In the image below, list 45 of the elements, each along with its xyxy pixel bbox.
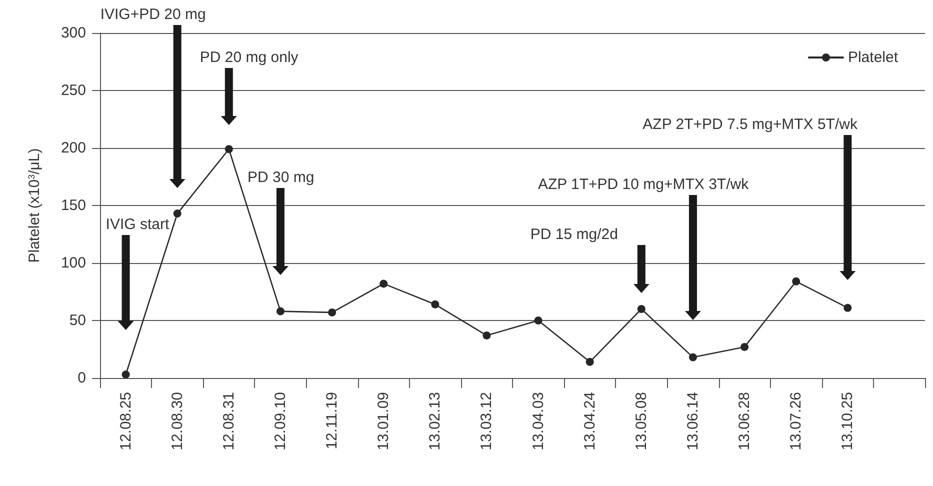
y-tick-label: 150 (60, 197, 86, 214)
y-tick-label: 0 (78, 370, 86, 386)
y-tick-label: 300 (60, 24, 86, 42)
x-tick-label: 13.03.12 (478, 392, 496, 450)
point (688, 353, 697, 362)
x-tick-label: 13.01.09 (375, 392, 392, 450)
annotation: AZP 1T+PD 10 mg+MTX 3T/wk (538, 176, 750, 193)
annotation: PD 20 mg only (200, 49, 299, 66)
y-tick-label: 50 (69, 312, 86, 329)
x-tick-label: 12.08.31 (220, 392, 238, 450)
x-tick-label: 13.06.28 (736, 392, 754, 450)
point (173, 210, 182, 218)
x-tick-label: 12.08.30 (168, 392, 186, 450)
point (586, 358, 594, 366)
point (224, 145, 233, 154)
y-axis-title: Platelet (x103/μL) (26, 148, 43, 263)
point (792, 277, 800, 286)
annotation: PD 15 mg/2d (530, 226, 618, 243)
annotation: IVIG start (106, 216, 170, 233)
point (276, 307, 284, 316)
x-tick-label: 13.07.26 (788, 392, 805, 450)
x-tick-label: 13.02.13 (426, 392, 444, 450)
annotation: PD 30 mg (247, 169, 314, 186)
y-tick-label: 250 (60, 82, 86, 99)
x-tick-label: 13.06.14 (684, 392, 702, 450)
y-tick-label: 200 (60, 140, 86, 156)
point (844, 304, 852, 312)
x-tick-label: 13.10.25 (839, 392, 856, 450)
point (122, 370, 130, 379)
point (637, 305, 646, 313)
x-tick-label: 13.04.03 (530, 392, 547, 450)
point (328, 308, 336, 316)
legend-label: Platelet (848, 49, 899, 66)
y-tick-label: 100 (60, 254, 86, 272)
point (380, 280, 388, 288)
x-tick-label: 12.11.19 (324, 392, 341, 450)
point (431, 300, 440, 308)
x-tick-label: 12.09.10 (272, 392, 289, 450)
annotation: AZP 2T+PD 7.5 mg+MTX 5T/wk (642, 116, 858, 133)
point (482, 331, 491, 340)
x-tick-label: 12.08.25 (117, 392, 134, 450)
point (740, 342, 749, 351)
point (534, 316, 542, 324)
x-tick-label: 13.04.24 (581, 392, 598, 450)
x-tick-label: 13.05.08 (632, 392, 650, 450)
